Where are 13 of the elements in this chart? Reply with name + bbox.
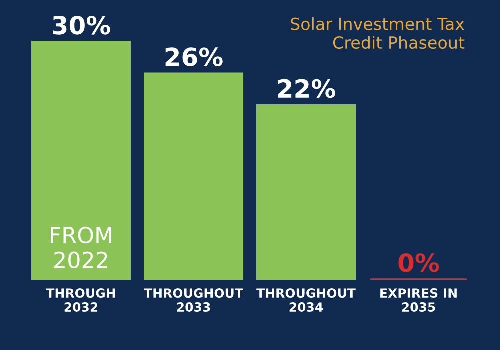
chart-title: Solar Investment Tax Credit Phaseout [291,18,465,50]
x-tick-label: THROUGH 2032 [46,288,116,312]
bar [144,72,244,280]
data-label: 30% [53,16,110,35]
x-tick-label: THROUGHOUT 2033 [144,288,244,312]
x-tick-label: THROUGHOUT 2034 [256,288,356,312]
x-tick-label: EXPIRES IN 2035 [380,288,457,312]
bar [256,104,356,280]
data-label: 26% [166,48,223,67]
bar [31,41,132,280]
data-label: 22% [278,79,336,98]
annotation: FROM 2022 [50,226,112,269]
data-label: 0% [398,253,440,272]
